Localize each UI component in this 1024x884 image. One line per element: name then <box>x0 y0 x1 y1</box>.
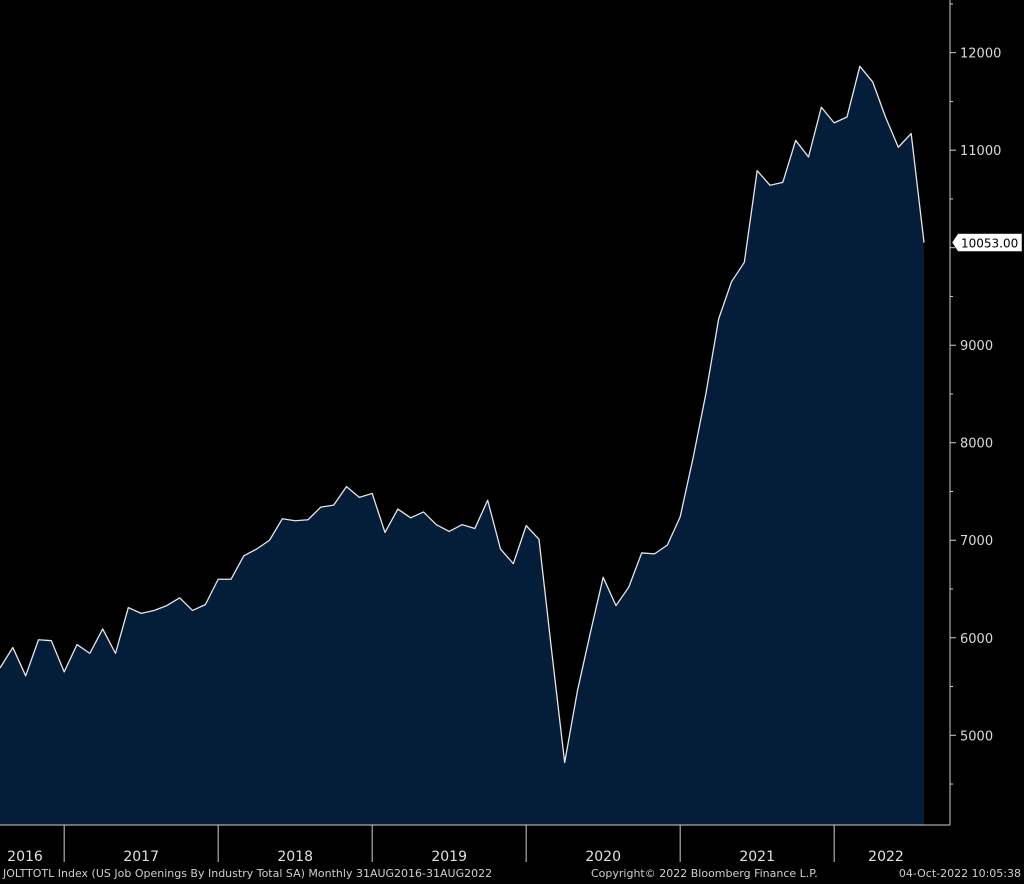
footer-index-description: JOLTTOTL Index (US Job Openings By Indus… <box>3 867 493 880</box>
last-value-box <box>951 233 1023 252</box>
y-tick-label: 9000 <box>960 339 993 354</box>
x-tick-label: 2016 <box>7 849 43 865</box>
y-tick-label: 7000 <box>960 534 993 549</box>
y-tick-label: 12000 <box>960 47 1001 62</box>
chart-footer: JOLTTOTL Index (US Job Openings By Indus… <box>0 864 1024 884</box>
plot-area <box>0 65 925 825</box>
y-tick-label: 6000 <box>960 632 993 647</box>
last-value-label: 10053.00 <box>961 237 1018 251</box>
last-value-callout: 10053.00 <box>951 233 1023 252</box>
x-tick-label: 2020 <box>585 849 621 865</box>
x-tick-label: 2021 <box>739 849 775 865</box>
series-area <box>0 66 924 825</box>
footer-copyright: Copyright© 2022 Bloomberg Finance L.P. <box>591 867 818 880</box>
y-tick-label: 5000 <box>960 729 993 744</box>
x-tick-label: 2022 <box>868 849 904 865</box>
x-tick-label: 2019 <box>431 849 467 865</box>
x-tick-label: 2018 <box>277 849 313 865</box>
y-tick-label: 11000 <box>960 144 1001 159</box>
axes: 5000 6000 7000 8000 9000 11000 12000 10053.00 20… <box>0 0 1023 865</box>
x-tick-label: 2017 <box>123 849 159 865</box>
series-line <box>0 65 925 764</box>
footer-timestamp: 04-Oct-2022 10:05:38 <box>898 867 1021 880</box>
y-tick-label: 8000 <box>960 437 993 452</box>
